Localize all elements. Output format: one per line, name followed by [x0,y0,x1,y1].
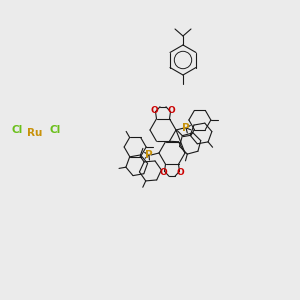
Text: O: O [160,168,167,177]
Text: Ru: Ru [27,128,43,138]
Text: O: O [168,106,176,115]
Text: P: P [182,123,190,133]
Text: Cl: Cl [11,125,22,135]
Text: O: O [151,106,158,115]
Text: P: P [145,150,153,160]
Text: Cl: Cl [50,125,61,135]
Text: O: O [177,168,184,177]
